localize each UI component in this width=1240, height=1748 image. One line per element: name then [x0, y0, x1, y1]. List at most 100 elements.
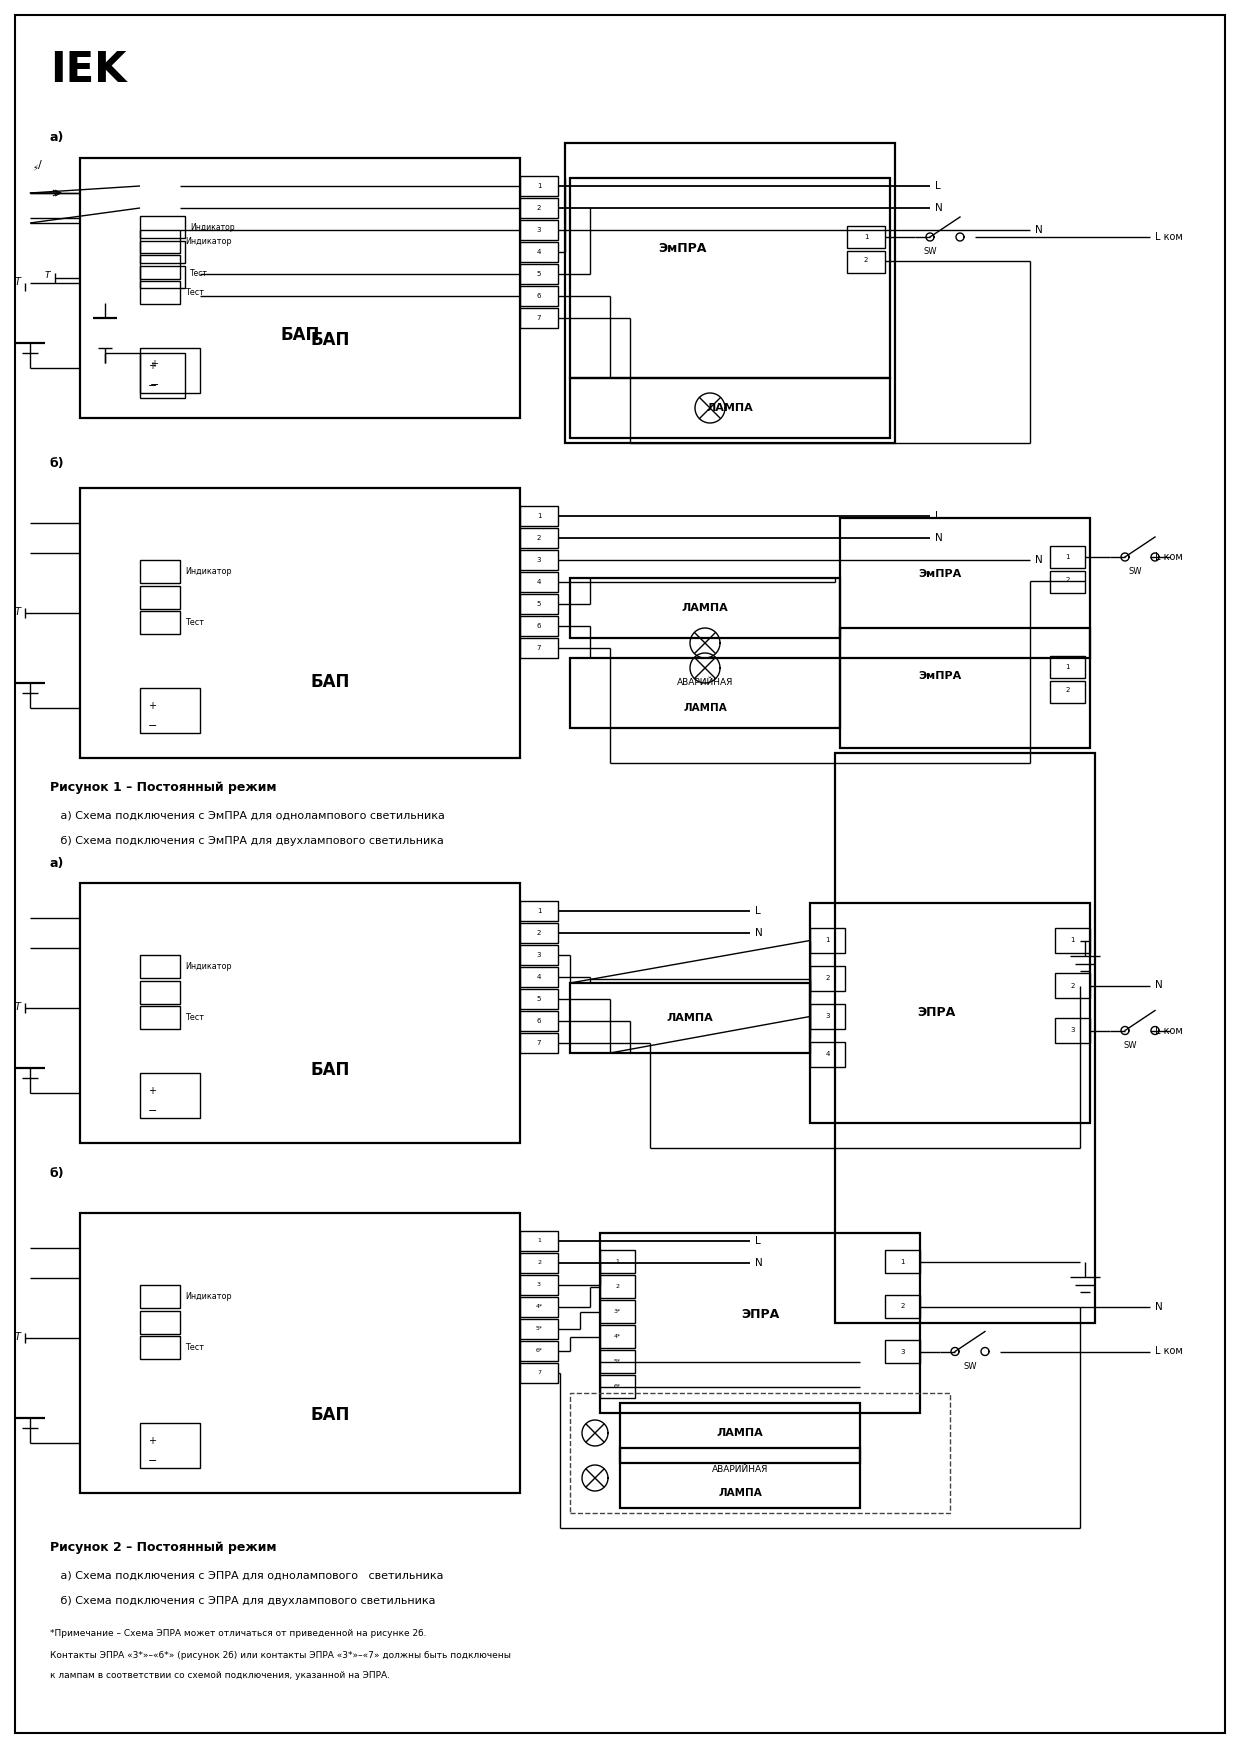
Text: SW: SW	[1128, 568, 1142, 577]
Text: ЛАМПА: ЛАМПА	[707, 404, 754, 413]
Text: 2: 2	[537, 930, 541, 935]
Bar	[570, 178, 890, 378]
Text: 3: 3	[537, 1283, 541, 1288]
Text: L: L	[755, 1236, 761, 1246]
Bar	[520, 615, 558, 636]
Text: +: +	[150, 358, 157, 369]
Bar	[810, 1003, 844, 1030]
Text: ЛАМПА: ЛАМПА	[682, 603, 728, 614]
Text: 2: 2	[864, 257, 868, 264]
Text: б): б)	[50, 1166, 64, 1180]
Bar	[140, 1423, 200, 1468]
Text: L ком: L ком	[1154, 1026, 1183, 1035]
Text: 7: 7	[537, 315, 541, 322]
Text: Т: Т	[15, 1332, 21, 1342]
Text: БАП: БАП	[310, 330, 350, 350]
Text: 1: 1	[1070, 937, 1075, 944]
Bar	[140, 231, 180, 253]
Text: к лампам в соответствии со схемой подключения, указанной на ЭПРА.: к лампам в соответствии со схемой подклю…	[50, 1671, 391, 1680]
Text: 1: 1	[900, 1259, 905, 1264]
Bar	[520, 287, 558, 306]
Bar	[600, 1349, 635, 1372]
Bar	[520, 1341, 558, 1362]
Text: БАП: БАП	[310, 673, 350, 692]
Text: 7: 7	[537, 1370, 541, 1376]
Text: 5: 5	[537, 996, 541, 1002]
Bar	[600, 1250, 635, 1273]
Text: Индикатор: Индикатор	[185, 1292, 232, 1301]
Bar	[140, 559, 180, 584]
Bar	[600, 1301, 635, 1323]
Bar	[1055, 974, 1090, 998]
Bar	[140, 281, 180, 304]
Bar	[140, 255, 180, 278]
Bar	[520, 551, 558, 570]
Bar	[810, 1042, 844, 1066]
Text: 1: 1	[864, 234, 868, 239]
Text: а) Схема подключения с ЭмПРА для однолампового светильника: а) Схема подключения с ЭмПРА для однолам…	[50, 811, 445, 822]
Bar	[835, 753, 1095, 1323]
Bar	[600, 1232, 920, 1412]
Text: а): а)	[50, 857, 64, 869]
Text: 6*: 6*	[614, 1384, 621, 1390]
Text: б) Схема подключения с ЭПРА для двухлампового светильника: б) Схема подключения с ЭПРА для двухламп…	[50, 1596, 435, 1606]
Bar	[600, 1274, 635, 1299]
Bar	[810, 928, 844, 953]
Text: Индикатор: Индикатор	[185, 238, 232, 246]
Text: 6*: 6*	[536, 1348, 543, 1353]
Text: L ком: L ком	[1154, 1346, 1183, 1356]
Text: АВАРИЙНАЯ: АВАРИЙНАЯ	[712, 1465, 769, 1474]
Text: N: N	[935, 533, 942, 544]
Text: ЛАМПА: ЛАМПА	[667, 1014, 713, 1023]
Bar	[520, 198, 558, 218]
Bar	[81, 157, 520, 418]
Text: ЛАМПА: ЛАМПА	[718, 1488, 761, 1498]
Bar	[520, 528, 558, 549]
Bar	[847, 225, 885, 248]
Bar	[520, 946, 558, 965]
Text: +: +	[148, 701, 156, 711]
Bar	[520, 923, 558, 942]
Bar	[520, 264, 558, 283]
Text: N: N	[1035, 556, 1043, 565]
Bar	[839, 628, 1090, 748]
Bar	[520, 241, 558, 262]
Text: −: −	[148, 720, 157, 731]
Text: 3: 3	[537, 227, 541, 232]
Text: 6: 6	[537, 1017, 541, 1024]
Bar	[520, 900, 558, 921]
Text: ЭПРА: ЭПРА	[740, 1308, 779, 1320]
Text: 4: 4	[826, 1052, 830, 1058]
Text: Т: Т	[15, 276, 21, 287]
Bar	[1050, 656, 1085, 678]
Text: 2: 2	[1070, 982, 1075, 989]
Text: 3: 3	[826, 1014, 830, 1019]
Text: 3*: 3*	[614, 1309, 621, 1314]
Text: +: +	[148, 1437, 156, 1446]
Text: 1: 1	[537, 512, 541, 519]
Text: L ком: L ком	[1154, 552, 1183, 563]
Text: /: /	[38, 161, 42, 170]
Text: −: −	[148, 1106, 157, 1115]
Bar	[520, 1320, 558, 1339]
Text: Тест: Тест	[185, 288, 205, 297]
Bar	[140, 353, 185, 399]
Text: а) Схема подключения с ЭПРА для однолампового   светильника: а) Схема подключения с ЭПРА для одноламп…	[50, 1571, 444, 1580]
Text: 2: 2	[537, 205, 541, 212]
Bar	[847, 252, 885, 273]
Text: БАП: БАП	[310, 1061, 350, 1079]
Text: 6: 6	[537, 622, 541, 629]
Text: 1: 1	[537, 1239, 541, 1243]
Text: а): а)	[50, 131, 64, 145]
Text: L: L	[935, 510, 941, 521]
Text: 1: 1	[615, 1259, 620, 1264]
Bar	[520, 1010, 558, 1031]
Bar	[600, 1325, 635, 1348]
Text: ЭПРА: ЭПРА	[916, 1007, 955, 1019]
Bar	[520, 1033, 558, 1052]
Text: +: +	[148, 362, 156, 371]
Text: N: N	[755, 928, 763, 939]
Bar	[810, 967, 844, 991]
Text: Тест: Тест	[190, 269, 208, 278]
Text: L ком: L ком	[1154, 232, 1183, 241]
